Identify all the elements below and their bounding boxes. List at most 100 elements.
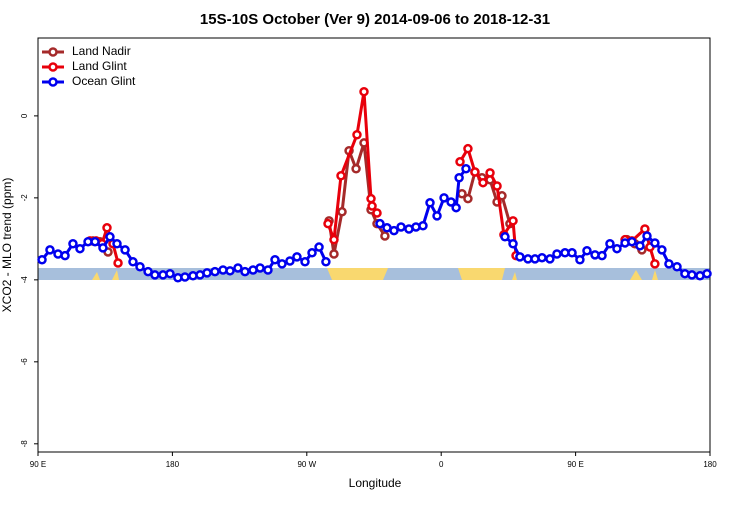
x-tick-label: 180 [703, 460, 717, 469]
series-line [89, 91, 657, 265]
data-point [537, 252, 547, 263]
data-point [485, 168, 495, 178]
data-point [300, 257, 310, 267]
data-point [463, 193, 473, 204]
data-point [454, 173, 464, 183]
land-patch [327, 268, 388, 280]
x-tick-label: 90 E [30, 460, 46, 469]
data-point [702, 268, 712, 279]
data-point [60, 250, 70, 261]
land-patch [112, 270, 119, 280]
data-point [650, 238, 660, 248]
legend-label: Ocean Glint [72, 74, 136, 88]
data-point [432, 211, 442, 221]
data-point [478, 177, 488, 188]
data-point [202, 268, 212, 278]
data-point [120, 245, 130, 255]
data-point [672, 261, 682, 272]
data-point [575, 255, 585, 265]
data-point [508, 216, 518, 226]
data-point [210, 266, 220, 277]
data-point [240, 266, 250, 277]
data-point [367, 201, 377, 211]
data-point [105, 232, 115, 242]
data-point [439, 193, 449, 203]
data-point [446, 197, 456, 207]
data-point [545, 254, 555, 264]
data-point [225, 266, 235, 276]
data-point [233, 263, 243, 273]
data-point [329, 249, 339, 259]
land-patch [92, 272, 100, 280]
data-point [359, 86, 369, 97]
x-tick-label: 0 [439, 460, 444, 469]
data-point [336, 170, 346, 181]
data-point [292, 252, 302, 262]
land-patch [458, 268, 505, 280]
data-point [372, 208, 382, 218]
data-point [351, 164, 361, 174]
x-axis-label: Longitude [349, 476, 402, 490]
data-point [508, 239, 518, 249]
data-point [366, 193, 376, 204]
data-point [112, 239, 122, 249]
data-point [165, 268, 175, 279]
data-point [492, 181, 502, 191]
data-point [307, 248, 317, 258]
data-point [128, 257, 138, 267]
data-point [45, 245, 55, 255]
y-tick-label: -6 [20, 358, 29, 366]
data-point [396, 222, 406, 232]
plot-frame [37, 37, 711, 453]
data-point [102, 223, 112, 233]
data-point [323, 218, 333, 229]
chart-title: 15S-10S October (Ver 9) 2014-09-06 to 20… [200, 11, 550, 28]
data-point [455, 157, 465, 167]
data-point [75, 243, 85, 254]
data-point [627, 236, 637, 247]
data-point [285, 256, 295, 266]
data-point [461, 164, 471, 174]
y-tick-label: -4 [20, 276, 29, 284]
data-point [277, 259, 287, 269]
data-point [329, 234, 339, 245]
data-point [470, 167, 480, 177]
data-point [263, 265, 273, 275]
y-tick-label: -8 [20, 440, 29, 448]
legend-marker [48, 47, 58, 57]
data-point [582, 245, 592, 256]
data-point [98, 243, 108, 253]
data-point [321, 257, 331, 267]
data-point [635, 241, 645, 251]
x-tick-label: 90 E [567, 460, 583, 469]
data-point [135, 261, 145, 272]
y-tick-label: -2 [20, 194, 29, 202]
land-patch [512, 272, 517, 280]
data-point [500, 232, 510, 242]
data-point [425, 198, 435, 208]
data-point [664, 259, 674, 269]
data-point [515, 252, 525, 262]
y-tick-label: 0 [20, 113, 29, 118]
data-point [451, 202, 461, 213]
data-point [150, 270, 160, 280]
land-patch [630, 270, 642, 280]
y-axis-label: XCO2 - MLO trend (ppm) [0, 178, 14, 313]
data-point [270, 255, 280, 265]
data-point [418, 220, 428, 231]
data-point [642, 231, 652, 241]
legend-marker [48, 62, 58, 72]
x-tick-label: 180 [166, 460, 180, 469]
data-point [657, 245, 667, 255]
data-point [337, 207, 347, 217]
data-point [90, 236, 100, 247]
data-point [389, 225, 399, 236]
data-point [612, 243, 622, 254]
data-point [375, 218, 385, 229]
data-point [37, 255, 47, 265]
legend-label: Land Glint [72, 59, 127, 73]
data-point [552, 249, 562, 259]
data-point [314, 242, 324, 252]
x-tick-label: 90 W [297, 460, 316, 469]
